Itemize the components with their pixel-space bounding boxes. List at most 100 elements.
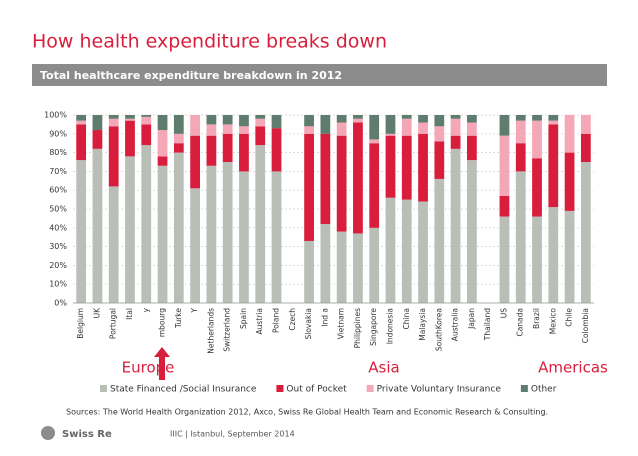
legend-swatch bbox=[276, 385, 284, 392]
bar-segment bbox=[532, 158, 542, 217]
bar-segment bbox=[125, 156, 135, 303]
bar-segment bbox=[108, 118, 119, 127]
bar-segment bbox=[222, 133, 233, 162]
bar-segment bbox=[564, 152, 575, 211]
bar-segment bbox=[304, 240, 314, 303]
footer: IIIC | Istanbul, September 2014 bbox=[170, 430, 295, 439]
x-tick-label: Portugal bbox=[109, 308, 118, 339]
legend-label: Other bbox=[531, 385, 557, 395]
bar-segment bbox=[304, 133, 314, 241]
x-tick-label: Switzerland bbox=[223, 308, 232, 352]
bar-segment bbox=[239, 133, 249, 172]
bar-segment bbox=[222, 115, 233, 125]
bar-segment bbox=[580, 115, 591, 134]
bar-segment bbox=[141, 115, 152, 117]
bar-segment bbox=[157, 165, 168, 303]
bar-segment bbox=[548, 124, 559, 208]
y-tick-label: 90% bbox=[49, 129, 67, 138]
bar-segment bbox=[515, 120, 526, 144]
bar-segment bbox=[141, 116, 152, 125]
bar-segment bbox=[418, 133, 428, 202]
bar-segment bbox=[353, 115, 363, 119]
legend-swatch bbox=[520, 385, 528, 392]
x-tick-label: Turke bbox=[174, 308, 183, 329]
arrow bbox=[154, 347, 170, 380]
bar-segment bbox=[353, 233, 363, 303]
y-tick-label: 70% bbox=[49, 167, 67, 176]
bar-segment bbox=[76, 160, 87, 303]
bar-segment bbox=[255, 118, 266, 127]
bar-segment bbox=[353, 118, 363, 123]
bar-segment bbox=[76, 124, 87, 161]
bar-segment bbox=[499, 195, 510, 217]
bar-segment bbox=[418, 115, 428, 123]
x-tick-label: Spain bbox=[239, 308, 248, 329]
group-label: Asia bbox=[368, 359, 399, 377]
bar-segment bbox=[580, 162, 591, 303]
x-tick-label: y bbox=[141, 307, 150, 312]
bar-segment bbox=[450, 135, 461, 149]
bar-segment bbox=[401, 115, 412, 119]
bar-segment bbox=[450, 148, 461, 303]
bar-segment bbox=[271, 128, 282, 172]
bar-segment bbox=[336, 135, 347, 232]
bar-segment bbox=[222, 124, 233, 134]
bar-segment bbox=[157, 130, 168, 157]
bar-segment bbox=[141, 124, 152, 146]
y-tick-label: 100% bbox=[44, 111, 67, 120]
x-tick-label: Colombia bbox=[581, 308, 590, 343]
bar-segment bbox=[434, 178, 445, 303]
legend-label: Private Voluntary Insurance bbox=[377, 385, 502, 395]
bar-segment bbox=[499, 216, 510, 303]
bar-segment bbox=[450, 115, 461, 119]
bar-segment bbox=[190, 135, 200, 189]
bar-segment bbox=[336, 231, 347, 303]
y-tick-label: 60% bbox=[49, 186, 67, 195]
x-tick-label: Singapore bbox=[369, 308, 378, 346]
y-tick-label: 80% bbox=[49, 148, 67, 157]
bar-segment bbox=[157, 115, 168, 131]
bar-segment bbox=[515, 115, 526, 121]
x-tick-label: mbourg bbox=[158, 308, 167, 337]
logo: Swiss Re bbox=[62, 429, 112, 440]
bar-segment bbox=[239, 171, 249, 303]
bar-segment bbox=[125, 120, 135, 157]
bar-segment bbox=[173, 152, 184, 303]
bar-segment bbox=[157, 156, 168, 166]
bar-segment bbox=[206, 165, 217, 303]
bar-segment bbox=[125, 115, 135, 119]
group-label: Americas bbox=[538, 359, 608, 377]
bar-segment bbox=[222, 162, 233, 303]
bar-segment bbox=[108, 186, 119, 303]
x-tick-label: Indonesia bbox=[385, 308, 394, 344]
legend-swatch bbox=[366, 385, 374, 392]
x-tick-label: Slovakia bbox=[304, 308, 313, 340]
bar-segment bbox=[108, 126, 119, 187]
bar-segment bbox=[304, 126, 314, 134]
x-tick-label: Belgium bbox=[76, 308, 85, 339]
bar-segment bbox=[434, 126, 445, 142]
bar-segment bbox=[434, 141, 445, 179]
bar-segment bbox=[320, 224, 331, 303]
y-tick-label: 50% bbox=[49, 205, 67, 214]
bar-segment bbox=[271, 115, 282, 129]
y-tick-label: 20% bbox=[49, 261, 67, 270]
bar-segment bbox=[206, 124, 217, 136]
bar-segment bbox=[564, 210, 575, 303]
bar-segment bbox=[336, 115, 347, 123]
x-tick-label: China bbox=[402, 308, 411, 329]
subtitle: Total healthcare expenditure breakdown i… bbox=[40, 69, 342, 82]
x-tick-label: Poland bbox=[272, 308, 281, 333]
bar-segment bbox=[369, 115, 380, 140]
bar-segment bbox=[499, 135, 510, 196]
bar-segment bbox=[548, 207, 559, 303]
bar-segment bbox=[92, 115, 103, 131]
bar-segment bbox=[92, 130, 103, 149]
bar-segment bbox=[467, 160, 477, 303]
x-tick-label: Czech bbox=[288, 308, 297, 331]
group-label: Europe bbox=[122, 359, 175, 377]
source: Sources: The World Health Organization 2… bbox=[66, 408, 548, 417]
x-tick-label: Canada bbox=[516, 308, 525, 337]
y-tick-label: 30% bbox=[49, 242, 67, 251]
